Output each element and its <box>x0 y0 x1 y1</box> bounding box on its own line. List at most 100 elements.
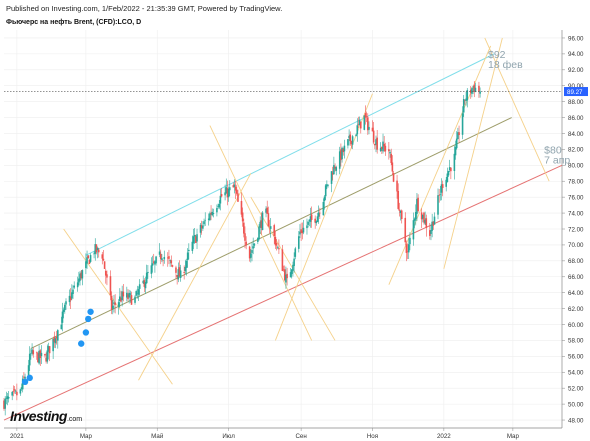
candle-body <box>351 136 354 145</box>
annotation-date: 18 фев <box>488 59 523 71</box>
candle-body <box>195 236 197 243</box>
candle-body <box>191 241 194 251</box>
candle-body <box>404 217 407 243</box>
candle-body <box>285 274 287 283</box>
candle-body <box>457 132 459 140</box>
candle-body <box>45 357 47 362</box>
candle-body <box>62 309 65 312</box>
candle-body <box>44 353 46 356</box>
candle-body <box>138 284 141 289</box>
y-tick-label: 54.00 <box>568 370 584 377</box>
candle-body <box>88 259 91 265</box>
candle-body <box>159 253 162 260</box>
candle-body <box>453 153 456 172</box>
candle-body <box>259 221 261 228</box>
candle-body <box>454 147 457 156</box>
candle-body <box>162 260 164 262</box>
candle-body <box>176 274 178 278</box>
candle-body <box>348 135 350 139</box>
candle-body <box>21 378 24 390</box>
y-tick-label: 64.00 <box>568 290 584 297</box>
candle-body <box>130 295 133 305</box>
candle-body <box>241 212 244 222</box>
candle-body <box>409 237 411 245</box>
candle-body <box>300 229 302 233</box>
candle-body <box>28 353 31 366</box>
candle-body <box>114 302 116 305</box>
candle-body <box>371 127 374 132</box>
candle-body <box>196 234 198 242</box>
candle-body <box>168 256 170 259</box>
candle-body <box>469 89 472 93</box>
candle-body <box>171 265 174 267</box>
candle-body <box>448 167 451 171</box>
published-line: Published on Investing.com, 1/Feb/2022 -… <box>6 4 283 13</box>
candle-body <box>331 173 334 175</box>
candle-body <box>86 257 88 264</box>
candle-body <box>340 149 342 161</box>
candle-body <box>225 187 228 194</box>
candle-body <box>406 251 409 252</box>
candle-body <box>216 208 218 213</box>
candle-body <box>113 302 115 304</box>
candle-body <box>166 257 169 259</box>
event-marker <box>85 315 92 323</box>
candle-body <box>163 256 166 260</box>
y-tick-label: 84.00 <box>568 131 584 138</box>
candle-body <box>293 258 295 267</box>
candle-body <box>342 148 345 153</box>
candle-body <box>175 267 177 273</box>
candle-body <box>71 292 73 299</box>
last-price-label: 89.27 <box>567 89 583 96</box>
event-marker <box>87 308 94 315</box>
candle-body <box>60 324 63 330</box>
candle-body <box>161 258 163 261</box>
candle-body <box>243 222 245 234</box>
candle-body <box>35 352 38 354</box>
candle-body <box>397 190 400 209</box>
candle-body <box>110 295 113 310</box>
candle-body <box>119 296 121 302</box>
candle-body <box>283 269 286 281</box>
candle-body <box>117 302 120 307</box>
candle-body <box>341 147 343 160</box>
candle-body <box>289 272 292 278</box>
candle-body <box>184 266 187 272</box>
candle-body <box>20 387 23 390</box>
candle-body <box>228 187 231 191</box>
fan-line <box>443 37 503 269</box>
candle-body <box>68 295 71 303</box>
candle-body <box>310 214 313 220</box>
candle-body <box>357 124 360 125</box>
candle-body <box>338 151 341 169</box>
candle-body <box>203 221 205 225</box>
x-tick-label: 2021 <box>10 433 24 440</box>
candle-body <box>3 400 5 409</box>
candle-body <box>479 91 481 94</box>
candle-body <box>224 192 226 196</box>
candle-body <box>81 270 84 279</box>
candle-body <box>412 220 415 240</box>
candle-body <box>145 272 148 284</box>
candle-body <box>365 116 368 117</box>
candle-body <box>350 140 353 145</box>
candle-body <box>128 292 130 298</box>
candle-body <box>135 291 137 296</box>
y-tick-label: 94.00 <box>568 51 584 58</box>
candle-body <box>375 139 377 145</box>
x-tick-label: Июл <box>222 433 235 440</box>
fan-line <box>484 37 550 182</box>
candle-body <box>136 292 139 294</box>
y-tick-label: 76.00 <box>568 194 584 201</box>
candle-body <box>382 141 384 152</box>
candle-body <box>273 225 276 237</box>
candle-body <box>178 267 181 277</box>
candle-body <box>158 251 161 255</box>
candle-body <box>251 250 253 253</box>
candle-body <box>111 305 114 309</box>
candle-body <box>127 294 129 300</box>
candle-body <box>32 350 35 355</box>
candle-body <box>290 269 293 275</box>
candle-body <box>209 213 211 221</box>
